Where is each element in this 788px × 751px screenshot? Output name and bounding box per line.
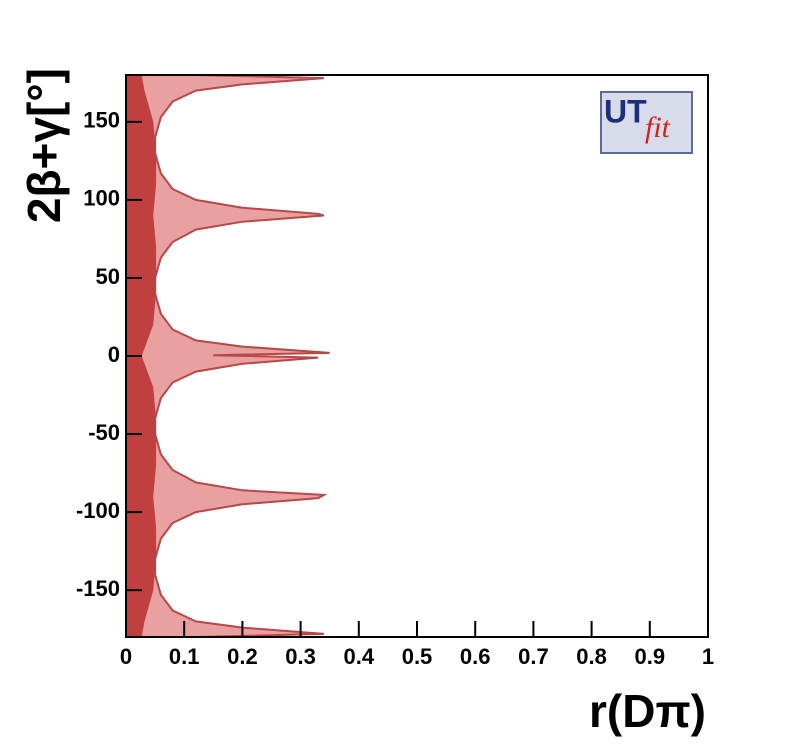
x-tick-label: 0.8: [576, 644, 607, 669]
x-tick-label: 0: [120, 644, 132, 669]
logo: UT fit: [600, 91, 693, 154]
x-tick-label: 0.1: [169, 644, 200, 669]
y-tick-label: -50: [88, 420, 120, 445]
y-tick-label: 0: [108, 342, 120, 367]
x-tick-label: 0.6: [460, 644, 491, 669]
logo-text: fit: [645, 111, 671, 144]
x-tick-label: 0.7: [518, 644, 549, 669]
x-axis-title: r(Dπ): [589, 685, 706, 737]
y-tick-label: 100: [83, 186, 120, 211]
x-tick-label: 1: [702, 644, 714, 669]
y-tick-label: 150: [83, 108, 120, 133]
x-tick-label: 0.5: [402, 644, 433, 669]
x-tick-label: 0.3: [285, 644, 316, 669]
x-tick-label: 0.4: [344, 644, 375, 669]
y-axis-title: 2β+γ[°]: [18, 68, 70, 223]
y-tick-label: -150: [76, 576, 120, 601]
x-tick-label: 0.2: [227, 644, 258, 669]
contour-region: [125, 74, 330, 638]
plot: 0 0.1 0.2 0.3 0.4 0.5 0.6 0.7 0.8 0.9 1 -150 -100 -50…: [76, 74, 714, 669]
logo-box: [600, 91, 693, 154]
logo-text: UT: [604, 93, 647, 129]
x-tick-label: 0.9: [635, 644, 666, 669]
y-tick-label: -100: [76, 498, 120, 523]
y-tick-label: 50: [96, 264, 120, 289]
